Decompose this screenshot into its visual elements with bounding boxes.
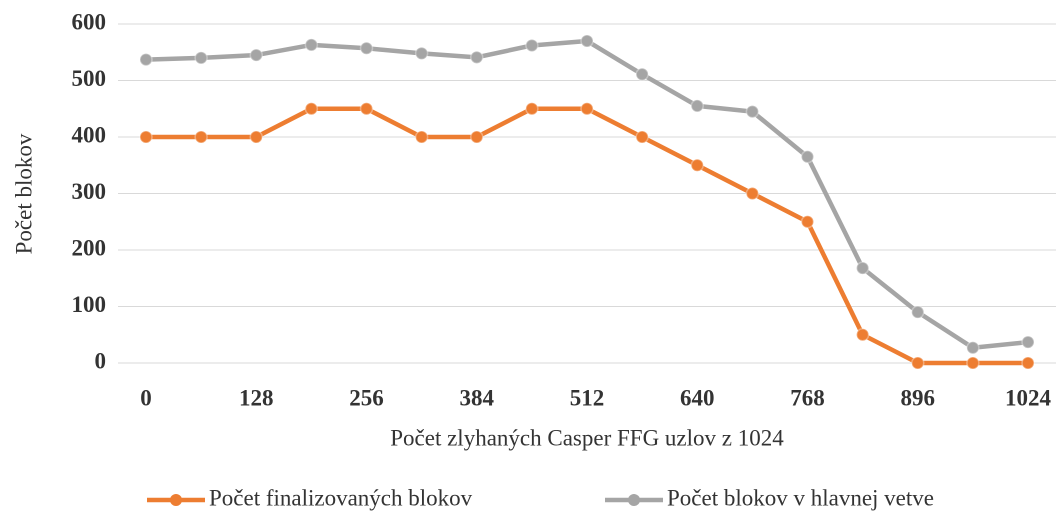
data-point bbox=[580, 34, 594, 48]
y-tick-label: 0 bbox=[95, 348, 107, 373]
x-tick-label: 640 bbox=[680, 385, 715, 410]
series-line bbox=[146, 106, 1028, 366]
x-tick-label: 0 bbox=[140, 385, 152, 410]
x-tick-label: 512 bbox=[570, 385, 605, 410]
y-tick-label: 300 bbox=[72, 179, 107, 204]
data-point bbox=[635, 67, 649, 82]
data-point bbox=[1021, 356, 1035, 370]
data-point bbox=[966, 356, 980, 370]
legend-marker bbox=[170, 494, 182, 506]
data-point bbox=[414, 46, 429, 61]
data-point bbox=[855, 261, 870, 275]
series-line bbox=[145, 38, 1029, 350]
x-tick-label: 256 bbox=[349, 385, 384, 410]
data-point bbox=[745, 186, 760, 201]
data-point bbox=[690, 99, 704, 113]
data-point bbox=[249, 130, 263, 144]
data-point bbox=[911, 356, 925, 370]
data-point bbox=[194, 130, 208, 144]
x-tick-label: 1024 bbox=[1005, 385, 1052, 410]
data-point bbox=[525, 102, 539, 116]
y-axis-title: Počet blokov bbox=[11, 133, 36, 254]
data-point bbox=[745, 104, 760, 119]
data-point bbox=[139, 130, 153, 144]
data-point bbox=[635, 130, 649, 144]
legend-marker bbox=[628, 494, 640, 506]
data-point bbox=[580, 102, 594, 116]
data-point bbox=[525, 38, 539, 53]
data-point bbox=[690, 158, 704, 172]
y-tick-label: 600 bbox=[72, 9, 107, 34]
legend-label: Počet finalizovaných blokov bbox=[209, 485, 473, 510]
data-point bbox=[1021, 335, 1035, 349]
data-point bbox=[855, 328, 870, 342]
data-point bbox=[800, 150, 815, 164]
x-tick-label: 896 bbox=[901, 385, 936, 410]
y-tick-label: 400 bbox=[72, 122, 107, 147]
data-point bbox=[249, 48, 263, 62]
x-tick-label: 128 bbox=[239, 385, 274, 410]
y-tick-label: 200 bbox=[72, 235, 107, 260]
data-point bbox=[470, 130, 484, 144]
y-tick-label: 100 bbox=[72, 292, 107, 317]
y-tick-label: 500 bbox=[72, 66, 107, 91]
data-point bbox=[359, 102, 374, 116]
data-point bbox=[800, 215, 815, 229]
data-point bbox=[414, 130, 429, 144]
data-point bbox=[304, 102, 319, 116]
data-point bbox=[911, 305, 925, 319]
data-point bbox=[966, 340, 980, 355]
data-point bbox=[470, 50, 484, 65]
data-point bbox=[304, 38, 319, 52]
x-axis-title: Počet zlyhaných Casper FFG uzlov z 1024 bbox=[390, 425, 784, 450]
legend-label: Počet blokov v hlavnej vetve bbox=[667, 485, 934, 510]
data-point bbox=[359, 41, 374, 56]
x-tick-label: 768 bbox=[790, 385, 825, 410]
data-point bbox=[139, 52, 153, 67]
x-tick-label: 384 bbox=[460, 385, 495, 410]
data-point bbox=[194, 51, 208, 65]
